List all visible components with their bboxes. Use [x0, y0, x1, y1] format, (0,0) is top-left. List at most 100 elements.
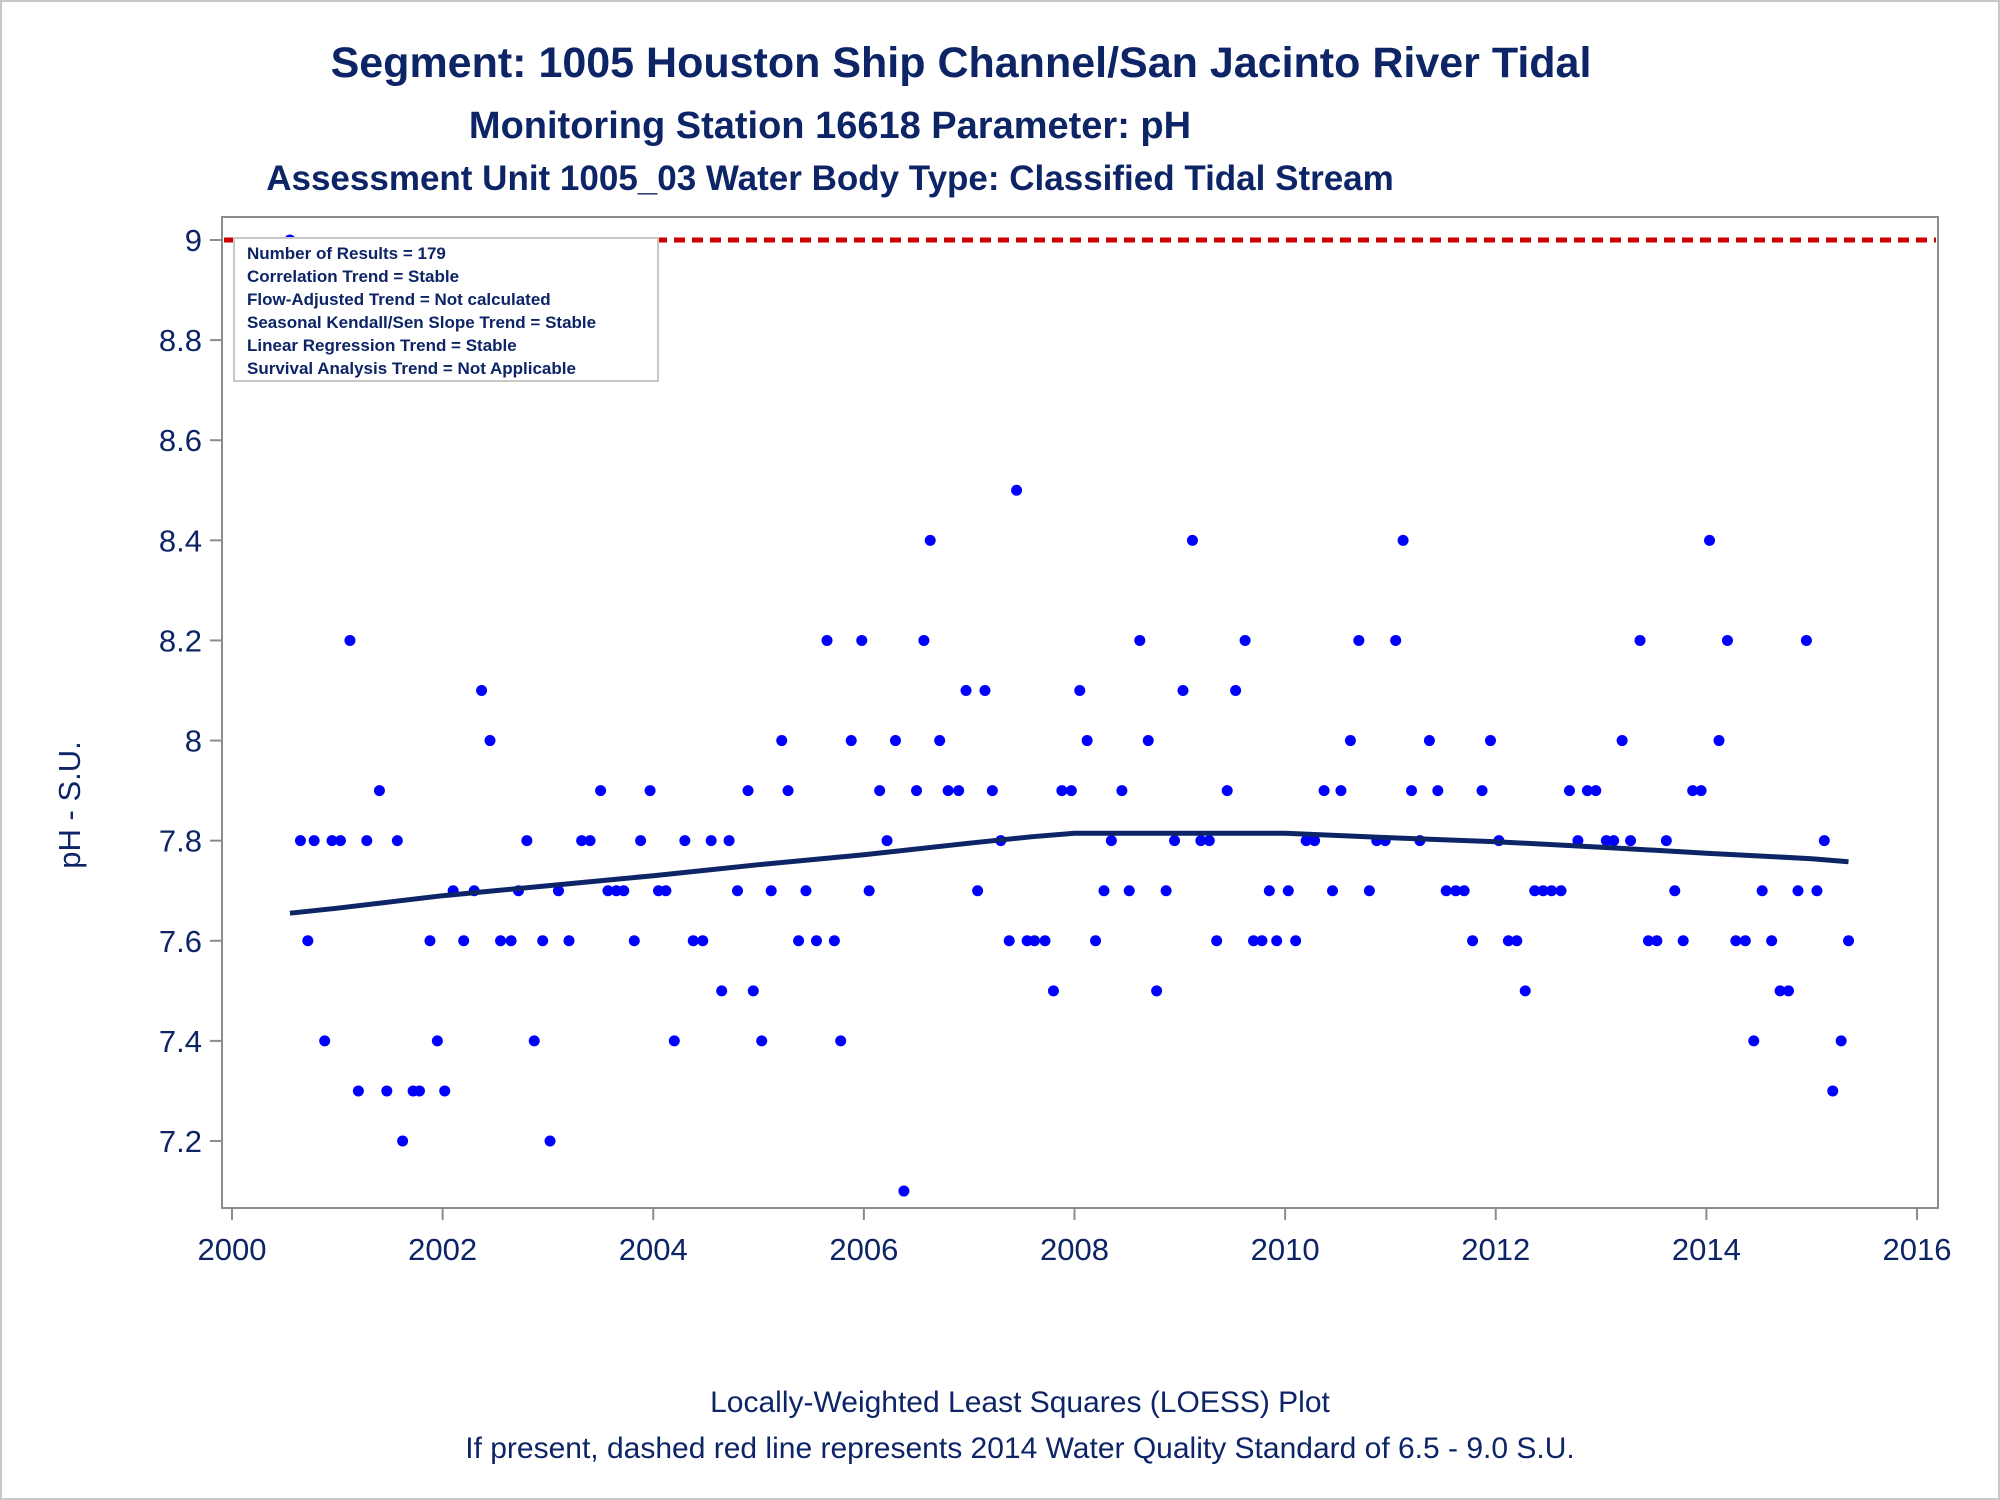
data-point [344, 634, 356, 646]
data-point [1458, 885, 1470, 897]
data-point [723, 835, 735, 847]
data-point [352, 1085, 364, 1097]
data-point [1056, 785, 1068, 797]
data-point [628, 935, 640, 947]
data-point [552, 885, 564, 897]
stats-box-border [233, 237, 659, 382]
stats-number-of-results: Number of Results = 179 [247, 244, 446, 263]
data-point [563, 935, 575, 947]
data-point [1450, 885, 1462, 897]
data-point [979, 685, 991, 696]
data-point [1555, 885, 1567, 897]
data-point [1713, 735, 1725, 747]
chart-title: Segment: 1005 Houston Ship Channel/San J… [331, 39, 1592, 87]
data-point [881, 835, 893, 847]
data-point [1590, 785, 1602, 797]
data-point [697, 935, 709, 947]
data-point [424, 935, 436, 947]
data-point [1039, 935, 1051, 947]
x-tick-label: 2002 [408, 1232, 477, 1267]
x-tick-label: 2010 [1251, 1232, 1320, 1267]
data-point [793, 935, 805, 947]
data-point [1563, 785, 1575, 797]
data-point [1843, 935, 1855, 947]
data-point [397, 1135, 409, 1147]
data-point [918, 634, 930, 646]
y-tick-label: 8 [185, 724, 202, 759]
data-point [308, 835, 320, 847]
data-point [1028, 935, 1040, 947]
data-point [1484, 735, 1496, 747]
data-point [1440, 885, 1452, 897]
footer-loess-caption: Locally-Weighted Least Squares (LOESS) P… [710, 1386, 1330, 1419]
data-point [1669, 885, 1681, 897]
data-point [484, 735, 496, 747]
data-point [1537, 885, 1549, 897]
data-point [835, 1035, 847, 1047]
data-point [747, 985, 759, 997]
data-point [1502, 935, 1514, 947]
stats-survival-analysis-trend: Survival Analysis Trend = Not Applicable [247, 359, 576, 378]
data-point [1271, 935, 1283, 947]
data-point [1300, 835, 1312, 847]
data-point [1677, 935, 1689, 947]
data-point [1581, 785, 1593, 797]
data-point [1406, 785, 1417, 797]
data-point [1529, 885, 1541, 897]
data-point [960, 685, 972, 696]
data-point [874, 785, 886, 797]
y-tick-label: 9 [185, 223, 202, 258]
x-tick-label: 2012 [1461, 1232, 1530, 1267]
data-point [576, 835, 588, 847]
data-point [1290, 935, 1302, 947]
data-point [828, 935, 840, 947]
data-point [1651, 935, 1663, 947]
stats-correlation-trend: Correlation Trend = Stable [247, 267, 459, 286]
data-point [1783, 985, 1795, 997]
data-point [521, 835, 533, 847]
y-tick-label: 7.4 [159, 1024, 202, 1059]
stats-seasonal-kendall-trend: Seasonal Kendall/Sen Slope Trend = Stabl… [247, 313, 596, 332]
data-point [1256, 935, 1268, 947]
y-tick-label: 8.4 [159, 523, 202, 558]
data-point [1748, 1035, 1760, 1047]
data-point [1519, 985, 1531, 997]
stats-linear-regression-trend: Linear Regression Trend = Stable [247, 336, 517, 355]
data-point [1687, 785, 1699, 797]
data-point [911, 785, 923, 797]
data-point [431, 1035, 443, 1047]
x-tick-label: 2006 [829, 1232, 898, 1267]
data-point [1134, 634, 1146, 646]
y-axis-label: pH - S.U. [52, 741, 87, 868]
data-point [1177, 685, 1189, 696]
data-point [934, 735, 946, 747]
stats-box: Number of Results = 179 Correlation Tren… [233, 237, 659, 382]
data-point [595, 785, 607, 797]
data-point [889, 735, 901, 747]
data-point [1397, 534, 1409, 546]
data-point [1766, 935, 1778, 947]
data-point [1047, 985, 1059, 997]
data-point [1432, 785, 1444, 797]
data-point [1065, 785, 1077, 797]
data-point [765, 885, 777, 897]
data-point [821, 634, 833, 646]
data-point [687, 935, 699, 947]
data-point [1546, 885, 1558, 897]
data-point [1186, 534, 1198, 546]
data-point [1363, 885, 1375, 897]
data-point [326, 835, 338, 847]
data-point [1476, 785, 1488, 797]
data-point [1511, 935, 1523, 947]
data-point [1642, 935, 1654, 947]
data-point [742, 785, 754, 797]
data-point [1344, 735, 1356, 747]
data-point [679, 835, 691, 847]
data-point [1335, 785, 1347, 797]
data-point [972, 885, 984, 897]
data-point [528, 1035, 540, 1047]
data-point [668, 1035, 680, 1047]
data-point [1634, 634, 1646, 646]
data-point [1835, 1035, 1847, 1047]
chart-subtitle-assessment: Assessment Unit 1005_03 Water Body Type:… [266, 159, 1394, 198]
